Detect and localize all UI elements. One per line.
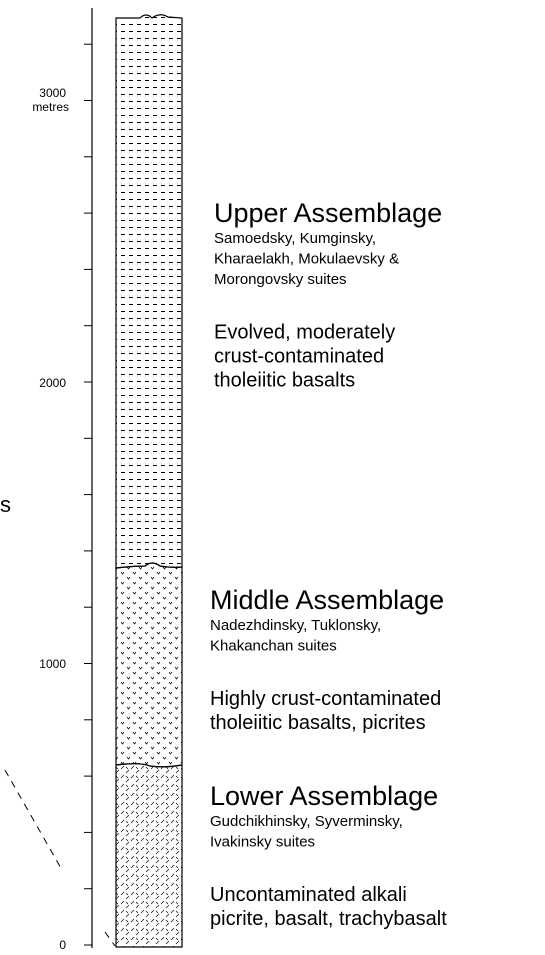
assemblage-title: Middle Assemblage bbox=[210, 585, 444, 615]
assemblage-labels: Upper Assemblage Samoedsky, Kumginsky, Kha… bbox=[210, 198, 447, 930]
dashed-line bbox=[4, 769, 116, 947]
assemblage-title: Upper Assemblage bbox=[214, 198, 442, 228]
description-line: crust-contaminated bbox=[214, 346, 384, 368]
description-line: picrite, basalt, trachybasalt bbox=[210, 908, 447, 930]
assemblage-title: Lower Assemblage bbox=[210, 781, 438, 811]
description-line: Evolved, moderately bbox=[214, 322, 395, 344]
axis-unit: metres bbox=[32, 100, 69, 114]
suite-line: Gudchikhinsky, Syverminsky, bbox=[210, 813, 403, 830]
suite-line: Khakanchan suites bbox=[210, 638, 337, 655]
description-line: Highly crust-contaminated bbox=[210, 688, 441, 710]
suite-line: Morongovsky suites bbox=[214, 271, 347, 288]
middle-unit bbox=[115, 562, 183, 768]
description-line: tholeiitic basalts bbox=[214, 370, 355, 392]
axis-label: 3000 bbox=[39, 86, 66, 100]
axis-label: 2000 bbox=[39, 376, 66, 390]
lower-unit bbox=[115, 763, 183, 948]
suite-line: Ivakinsky suites bbox=[210, 834, 315, 851]
upper-unit bbox=[115, 14, 183, 569]
suite-line: Kharaelakh, Mokulaevsky & bbox=[214, 251, 399, 268]
axis-label: 1000 bbox=[39, 657, 66, 671]
depth-axis bbox=[84, 8, 93, 948]
description-line: tholeiitic basalts, picrites bbox=[210, 712, 426, 734]
suite-line: Samoedsky, Kumginsky, bbox=[214, 230, 376, 247]
axis-label: 0 bbox=[59, 938, 66, 952]
suite-line: Nadezhdinsky, Tuklonsky, bbox=[210, 617, 381, 634]
description-line: Uncontaminated alkali bbox=[210, 884, 407, 906]
edge-text: s bbox=[0, 492, 11, 517]
